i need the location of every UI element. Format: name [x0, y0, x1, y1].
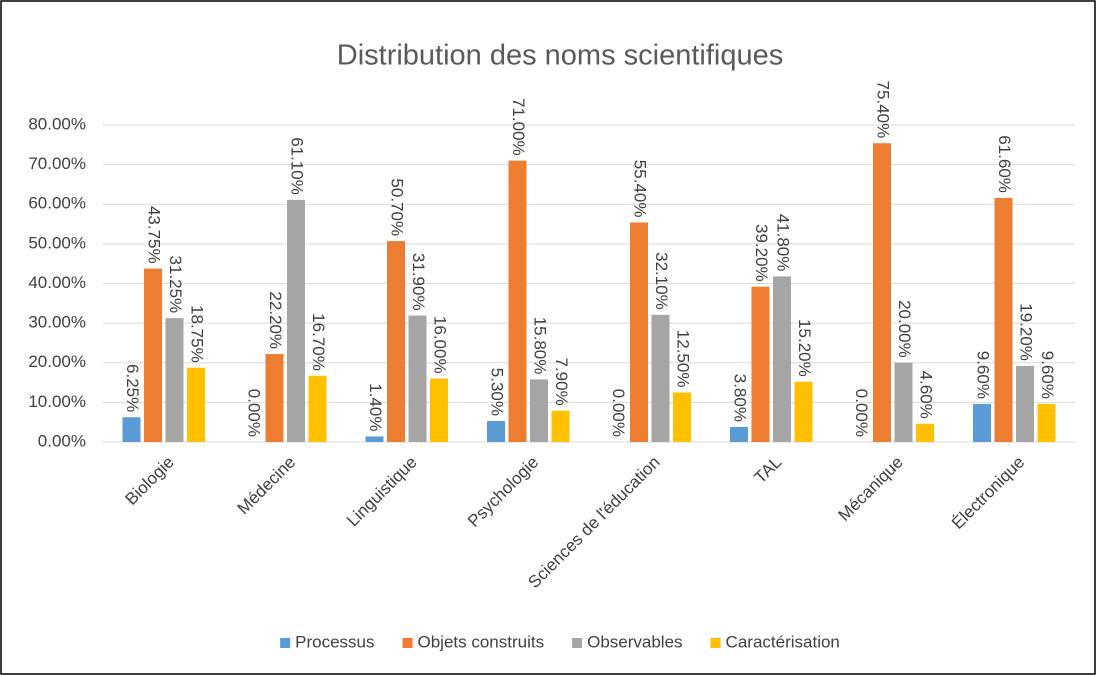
bar [973, 403, 991, 442]
data-label: 71.00% [509, 98, 528, 156]
data-label: 55.40% [631, 160, 650, 218]
data-label: 32.10% [652, 252, 671, 310]
data-label: 16.00% [431, 316, 450, 374]
data-label: 31.90% [409, 253, 428, 311]
y-tick-label: 30.00% [28, 313, 86, 332]
data-label: 9.60% [1038, 351, 1057, 399]
bar [387, 241, 405, 442]
legend-label: Caractérisation [726, 632, 840, 651]
bar [308, 375, 327, 442]
bar [651, 314, 670, 442]
chart-title: Distribution des noms scientifiques [337, 40, 783, 72]
data-label: 75.40% [874, 81, 893, 139]
y-tick-label: 60.00% [28, 194, 86, 213]
bar [122, 417, 141, 442]
bar [508, 160, 527, 442]
data-label: 19.20% [1017, 303, 1036, 361]
data-label: 43.75% [145, 206, 164, 264]
y-tick-label: 70.00% [28, 154, 86, 173]
bar [773, 276, 791, 442]
y-tick-label: 20.00% [28, 352, 86, 371]
data-label: 0.00% [609, 389, 628, 437]
data-label: 5.30% [488, 368, 507, 416]
data-label: 41.80% [774, 214, 793, 272]
bar [730, 426, 748, 442]
bar [630, 222, 648, 442]
data-label: 15.80% [531, 317, 550, 375]
data-label: 9.60% [974, 351, 993, 399]
bar [265, 354, 284, 442]
bar [165, 318, 184, 442]
bar [994, 197, 1013, 442]
data-label: 22.20% [266, 291, 285, 349]
legend-swatch [402, 638, 413, 648]
bar [894, 362, 913, 442]
bar [287, 199, 305, 442]
data-label: 1.40% [366, 383, 385, 431]
data-label: 0.00% [245, 389, 264, 437]
bar [916, 423, 934, 442]
data-label: 50.70% [388, 178, 407, 236]
data-label: 6.25% [123, 364, 142, 412]
bar [551, 410, 570, 442]
bar [673, 392, 691, 442]
data-label: 12.50% [674, 330, 693, 388]
bar [530, 379, 548, 442]
data-label: 7.90% [552, 357, 571, 405]
data-label: 61.10% [288, 137, 307, 195]
data-label: 4.60% [917, 371, 936, 419]
data-label: 39.20% [752, 224, 771, 282]
y-tick-label: 50.00% [28, 233, 86, 252]
bar [794, 381, 813, 442]
data-label: 18.75% [188, 305, 207, 363]
data-label: 20.00% [895, 300, 914, 358]
data-label: 0.00% [852, 389, 871, 437]
bar [751, 286, 770, 442]
bar [873, 143, 891, 443]
legend-swatch [280, 638, 291, 648]
bar [1037, 403, 1056, 442]
y-tick-label: 40.00% [28, 273, 86, 292]
data-label: 16.70% [309, 313, 328, 371]
legend-swatch [710, 638, 721, 648]
bar [1016, 365, 1034, 442]
data-label: 3.80% [731, 374, 750, 422]
bar [144, 268, 162, 442]
bar [187, 367, 205, 442]
bar [487, 420, 505, 442]
legend-label: Objets construits [418, 632, 545, 651]
y-tick-label: 0.00% [38, 431, 86, 450]
bar [430, 378, 448, 442]
legend-swatch [572, 638, 583, 648]
data-label: 15.20% [795, 319, 814, 377]
data-label: 31.25% [166, 256, 185, 314]
y-tick-label: 80.00% [28, 114, 86, 133]
legend-label: Processus [295, 632, 374, 651]
y-tick-label: 10.00% [28, 392, 86, 411]
data-label: 61.60% [995, 135, 1014, 193]
bar [408, 315, 427, 442]
legend-label: Observables [587, 632, 682, 651]
bar [365, 436, 384, 442]
